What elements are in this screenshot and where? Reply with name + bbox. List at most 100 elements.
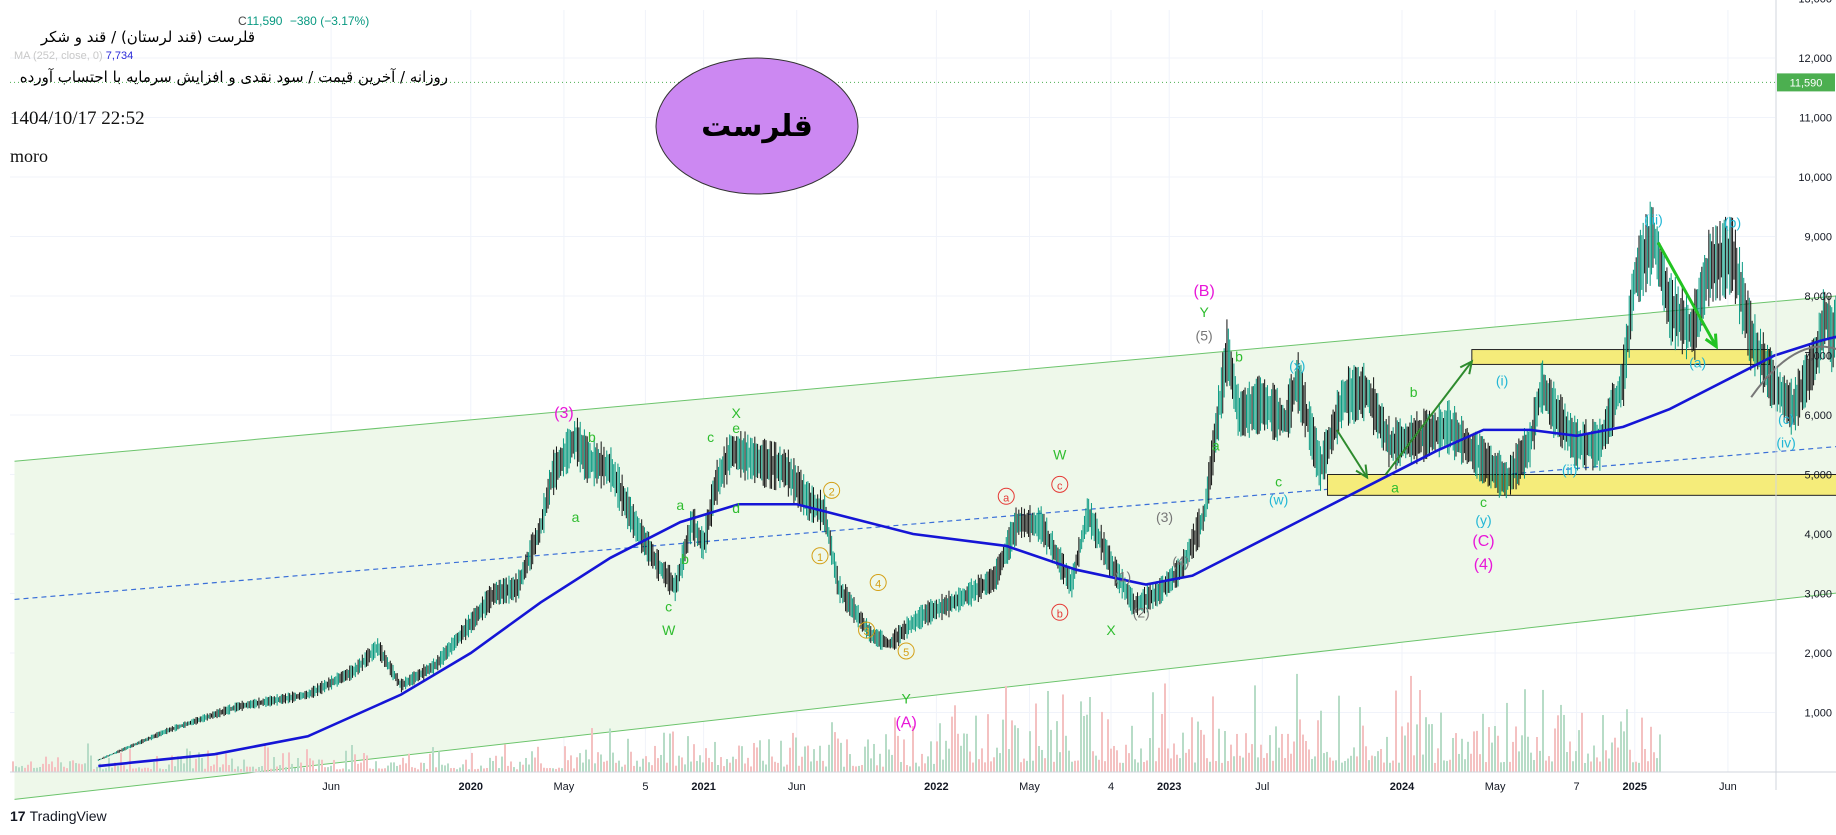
volume-bar — [1203, 734, 1205, 772]
volume-bar — [624, 764, 626, 772]
price-series — [97, 201, 1836, 761]
volume-bar — [597, 752, 599, 772]
volume-bar — [522, 764, 524, 772]
volume-bar — [1605, 750, 1607, 772]
volume-bar — [1209, 761, 1211, 772]
volume-bar — [201, 758, 203, 772]
wave-label: (x) — [1289, 357, 1305, 373]
volume-bar — [975, 715, 977, 772]
ma-legend[interactable]: MA (252, close, 0) 7,734 — [14, 50, 133, 62]
volume-bar — [54, 767, 56, 772]
timestamp: 1404/10/17 22:52 — [10, 108, 145, 129]
volume-bar — [1497, 735, 1499, 772]
volume-bar — [552, 768, 554, 772]
volume-bar — [399, 764, 401, 772]
volume-bar — [297, 758, 299, 772]
brand-mark: 17 — [10, 808, 26, 824]
volume-bar — [690, 761, 692, 772]
volume-bar — [21, 765, 23, 772]
volume-bar — [1452, 737, 1454, 772]
volume-bar — [678, 755, 680, 772]
volume-bar — [1362, 725, 1364, 772]
volume-bar — [222, 764, 224, 772]
volume-bar — [219, 767, 221, 772]
volume-bar — [255, 768, 257, 772]
volume-bar — [1626, 709, 1628, 772]
volume-bar — [321, 759, 323, 772]
volume-bar — [120, 752, 122, 772]
volume-bar — [645, 756, 647, 772]
symbol-badge: قلرست — [655, 57, 859, 195]
volume-bar — [825, 766, 827, 772]
wave-label: d — [732, 500, 740, 516]
volume-bar — [1059, 752, 1061, 772]
volume-bar — [1365, 746, 1367, 772]
volume-bar — [609, 728, 611, 772]
volume-bar — [1554, 728, 1556, 772]
volume-bar — [90, 755, 92, 772]
volume-bar — [1110, 748, 1112, 772]
volume-bar — [549, 767, 551, 772]
volume-bar — [858, 765, 860, 772]
volume-bar — [876, 765, 878, 772]
volume-bar — [993, 757, 995, 772]
volume-bar — [1323, 753, 1325, 772]
volume-bar — [1533, 760, 1535, 772]
tradingview-logo[interactable]: 17 TradingView — [10, 808, 107, 824]
volume-bar — [1428, 724, 1430, 772]
volume-bar — [1308, 749, 1310, 772]
volume-bar — [423, 762, 425, 772]
volume-bar — [1215, 761, 1217, 772]
moving-average — [98, 335, 1836, 768]
volume-bar — [378, 768, 380, 772]
volume-bar — [684, 764, 686, 772]
volume-bar — [957, 733, 959, 772]
volume-bar — [414, 767, 416, 772]
volume-bar — [576, 757, 578, 772]
volume-bar — [162, 769, 164, 772]
volume-bar — [231, 758, 233, 772]
volume-bar — [870, 758, 872, 772]
x-tick-label: Jul — [1255, 781, 1269, 793]
volume-bar — [333, 759, 335, 772]
volume-bar — [630, 751, 632, 772]
volume-bar — [1065, 735, 1067, 772]
y-tick-label: 3,000 — [1804, 589, 1832, 601]
volume-bar — [1650, 726, 1652, 772]
volume-bar — [483, 768, 485, 772]
volume-bar — [735, 759, 737, 772]
volume-bar — [1143, 761, 1145, 772]
volume-bar — [1035, 703, 1037, 772]
chart-subtitle: روزانه / آخرین قیمت / سود نقدی و افزایش … — [19, 68, 448, 86]
volume-bar — [1425, 717, 1427, 772]
volume-bar — [1623, 731, 1625, 772]
volume-bar — [717, 764, 719, 772]
volume-bar — [30, 761, 32, 772]
volume-bar — [57, 757, 59, 772]
volume-bar — [1314, 756, 1316, 772]
wave-label: (2) — [1133, 604, 1150, 620]
x-tick-label: 5 — [642, 781, 648, 793]
volume-bar — [66, 768, 68, 772]
volume-bar — [954, 705, 956, 772]
volume-bar — [1149, 738, 1151, 772]
volume-bar — [1458, 753, 1460, 772]
volume-bar — [660, 754, 662, 772]
volume-bar — [75, 763, 77, 772]
volume-bar — [366, 755, 368, 772]
volume-bar — [1005, 685, 1007, 772]
volume-bar — [702, 762, 704, 772]
volume-bar — [888, 749, 890, 772]
volume-bar — [1056, 721, 1058, 772]
wave-label: a — [572, 509, 580, 525]
volume-bar — [558, 767, 560, 772]
volume-bar — [1563, 714, 1565, 772]
volume-bar — [849, 754, 851, 772]
volume-bar — [1389, 762, 1391, 772]
volume-bar — [288, 752, 290, 772]
volume-bar — [819, 745, 821, 772]
wave-label-circle — [997, 487, 1015, 505]
volume-bar — [1017, 728, 1019, 772]
volume-bar — [510, 761, 512, 772]
